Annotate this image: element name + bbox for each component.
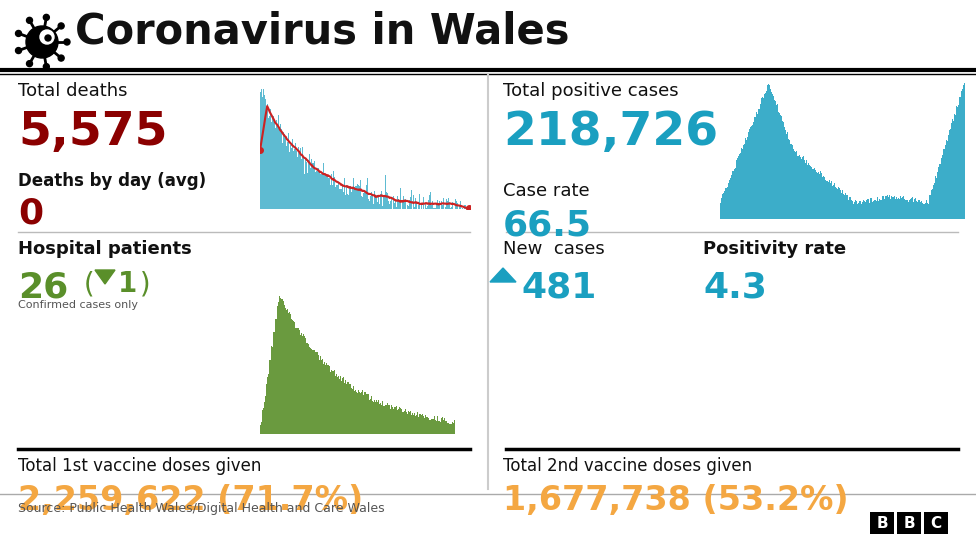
Circle shape [43, 64, 50, 70]
Circle shape [40, 30, 54, 44]
Text: 1: 1 [118, 270, 138, 298]
Circle shape [26, 60, 32, 66]
Text: B: B [876, 516, 888, 530]
Text: Total deaths: Total deaths [18, 82, 128, 100]
Text: Case rate: Case rate [503, 182, 590, 200]
Text: 218,726: 218,726 [503, 110, 718, 155]
Circle shape [59, 23, 64, 29]
Text: Total positive cases: Total positive cases [503, 82, 678, 100]
Circle shape [16, 48, 21, 54]
Text: New  cases: New cases [503, 240, 605, 258]
Text: (: ( [75, 270, 95, 298]
Text: B: B [903, 516, 915, 530]
Circle shape [26, 18, 32, 24]
Polygon shape [95, 270, 115, 284]
Text: 26: 26 [18, 270, 68, 304]
Text: Deaths by day (avg): Deaths by day (avg) [18, 172, 206, 190]
Text: Total 2nd vaccine doses given: Total 2nd vaccine doses given [503, 457, 752, 475]
FancyBboxPatch shape [924, 512, 948, 534]
Text: 2,259,622 (71.7%): 2,259,622 (71.7%) [18, 484, 363, 517]
Text: Coronavirus in Wales: Coronavirus in Wales [75, 10, 570, 52]
Text: 0: 0 [18, 197, 43, 231]
FancyBboxPatch shape [870, 512, 894, 534]
Text: 481: 481 [521, 270, 596, 304]
Circle shape [16, 30, 21, 36]
Text: Confirmed cases only: Confirmed cases only [18, 300, 138, 310]
Polygon shape [490, 268, 516, 282]
Circle shape [59, 55, 64, 61]
Text: 4.3: 4.3 [703, 270, 767, 304]
Circle shape [43, 14, 50, 20]
Text: Total 1st vaccine doses given: Total 1st vaccine doses given [18, 457, 262, 475]
Text: Positivity rate: Positivity rate [703, 240, 846, 258]
Circle shape [26, 26, 58, 58]
Text: 1,677,738 (53.2%): 1,677,738 (53.2%) [503, 484, 848, 517]
Text: 66.5: 66.5 [503, 208, 592, 242]
Circle shape [45, 35, 51, 41]
Text: 5,575: 5,575 [18, 110, 168, 155]
FancyBboxPatch shape [897, 512, 921, 534]
Text: C: C [930, 516, 942, 530]
Text: Source: Public Health Wales/Digital Health and Care Wales: Source: Public Health Wales/Digital Heal… [18, 502, 385, 515]
Circle shape [64, 39, 70, 45]
Text: Hospital patients: Hospital patients [18, 240, 191, 258]
Text: ): ) [131, 270, 150, 298]
